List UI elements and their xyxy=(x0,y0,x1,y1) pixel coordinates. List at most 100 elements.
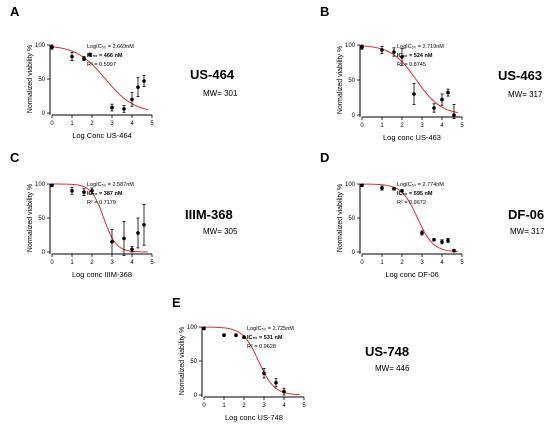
y-axis-label: Normalized viability % xyxy=(27,184,34,252)
annotation-logic50: LogIC₅₀ = 2.719nM xyxy=(397,44,444,50)
data-point xyxy=(452,113,456,117)
molecular-weight: MW= 446 xyxy=(375,364,410,373)
x-tick-label: 4 xyxy=(440,260,444,266)
y-tick-label: 0 xyxy=(352,113,356,119)
data-point xyxy=(262,371,266,376)
x-tick-label: 5 xyxy=(460,260,464,266)
y-tick-label: 100 xyxy=(187,325,198,331)
x-tick-label: 1 xyxy=(380,260,384,266)
annotation-r2: R² = 0.9672 xyxy=(397,200,426,206)
x-tick-label: 5 xyxy=(150,121,154,127)
data-point xyxy=(392,186,396,191)
data-point xyxy=(70,54,74,59)
data-point xyxy=(420,231,424,235)
panel-label: A xyxy=(10,4,20,19)
compound-name: US-463 xyxy=(498,68,542,83)
x-tick-label: 1 xyxy=(70,260,74,266)
annotation-r2: R² = 0.7179 xyxy=(87,200,116,206)
compound-name: US-748 xyxy=(365,344,409,359)
x-tick-label: 0 xyxy=(50,121,54,127)
annotation-ic50: IC₅₀ = 466 nM xyxy=(87,53,123,59)
x-tick-label: 4 xyxy=(440,123,444,129)
annotation-ic50: IC₅₀ = 531 nM xyxy=(247,335,283,341)
x-tick-label: 3 xyxy=(262,403,266,409)
data-point xyxy=(440,97,444,102)
y-axis-label: Normalized viability % xyxy=(27,45,34,113)
data-point xyxy=(400,189,404,193)
molecular-weight: MW= 317 xyxy=(508,90,543,99)
data-point xyxy=(392,50,396,54)
data-point xyxy=(130,97,134,102)
molecular-weight: MW= 317 xyxy=(510,227,545,236)
molecular-weight: MW= 301 xyxy=(203,89,238,98)
x-tick-label: 0 xyxy=(360,260,364,266)
data-point xyxy=(122,236,126,241)
data-point xyxy=(242,335,246,340)
panel-label: C xyxy=(10,150,20,165)
data-point xyxy=(234,333,238,337)
data-point xyxy=(412,92,416,96)
data-point xyxy=(202,326,206,331)
x-tick-label: 5 xyxy=(460,123,464,129)
data-point xyxy=(222,333,226,337)
x-tick-label: 3 xyxy=(110,121,114,127)
annotation-logic50: LogIC₅₀ = 2.669nM xyxy=(87,44,134,50)
x-tick-label: 1 xyxy=(222,403,226,409)
data-point xyxy=(82,190,86,194)
annotation-r2: R² = 0.9628 xyxy=(247,344,276,350)
y-tick-label: 50 xyxy=(38,216,45,222)
data-point xyxy=(432,106,436,110)
y-tick-label: 100 xyxy=(35,43,46,49)
data-point xyxy=(88,52,92,57)
data-point xyxy=(360,45,364,49)
y-tick-label: 100 xyxy=(35,182,46,188)
data-point xyxy=(380,48,384,52)
data-point xyxy=(400,55,404,59)
x-tick-label: 2 xyxy=(400,260,404,266)
annotation-ic50: IC₅₀ = 524 nM xyxy=(397,53,433,59)
x-tick-label: 2 xyxy=(90,121,94,127)
y-axis-label: Normalized viability % xyxy=(337,184,344,252)
x-axis-label: Log conc DF-06 xyxy=(385,270,438,279)
y-tick-label: 0 xyxy=(42,111,46,117)
data-point xyxy=(360,183,364,188)
data-point xyxy=(452,248,456,253)
compound-name: IIIM-368 xyxy=(185,207,233,222)
data-point xyxy=(50,183,54,188)
data-point xyxy=(82,56,86,61)
panel-label: D xyxy=(320,150,329,165)
x-axis-label: Log conc US-463 xyxy=(383,133,441,142)
y-tick-label: 0 xyxy=(194,393,198,399)
x-tick-label: 1 xyxy=(380,123,384,129)
x-tick-label: 5 xyxy=(302,403,306,409)
y-tick-label: 0 xyxy=(352,250,356,256)
x-tick-label: 4 xyxy=(282,403,286,409)
x-axis-label: Log conc IIIM-368 xyxy=(72,270,132,279)
x-axis-label: Log conc US-748 xyxy=(225,413,283,422)
data-point xyxy=(136,231,140,235)
y-tick-label: 50 xyxy=(190,359,197,365)
annotation-r2: R² = 0.8745 xyxy=(397,62,426,68)
y-axis-label: Normalized viability % xyxy=(337,46,344,114)
y-tick-label: 100 xyxy=(345,182,356,188)
annotation-logic50: LogIC₅₀ = 2.587nM xyxy=(87,182,134,188)
x-tick-label: 1 xyxy=(70,121,74,127)
annotation-r2: R² = 0.5997 xyxy=(87,62,116,68)
data-point xyxy=(380,186,384,190)
data-point xyxy=(142,79,146,83)
x-tick-label: 2 xyxy=(242,403,246,409)
fit-curve xyxy=(361,45,458,114)
x-tick-label: 4 xyxy=(130,121,134,127)
compound-name: US-464 xyxy=(190,67,235,82)
x-tick-label: 3 xyxy=(420,260,424,266)
x-tick-label: 2 xyxy=(400,123,404,129)
annotation-ic50: IC₅₀ = 387 nM xyxy=(87,191,123,197)
x-tick-label: 3 xyxy=(110,260,114,266)
y-tick-label: 0 xyxy=(42,250,46,256)
data-point xyxy=(142,223,146,227)
